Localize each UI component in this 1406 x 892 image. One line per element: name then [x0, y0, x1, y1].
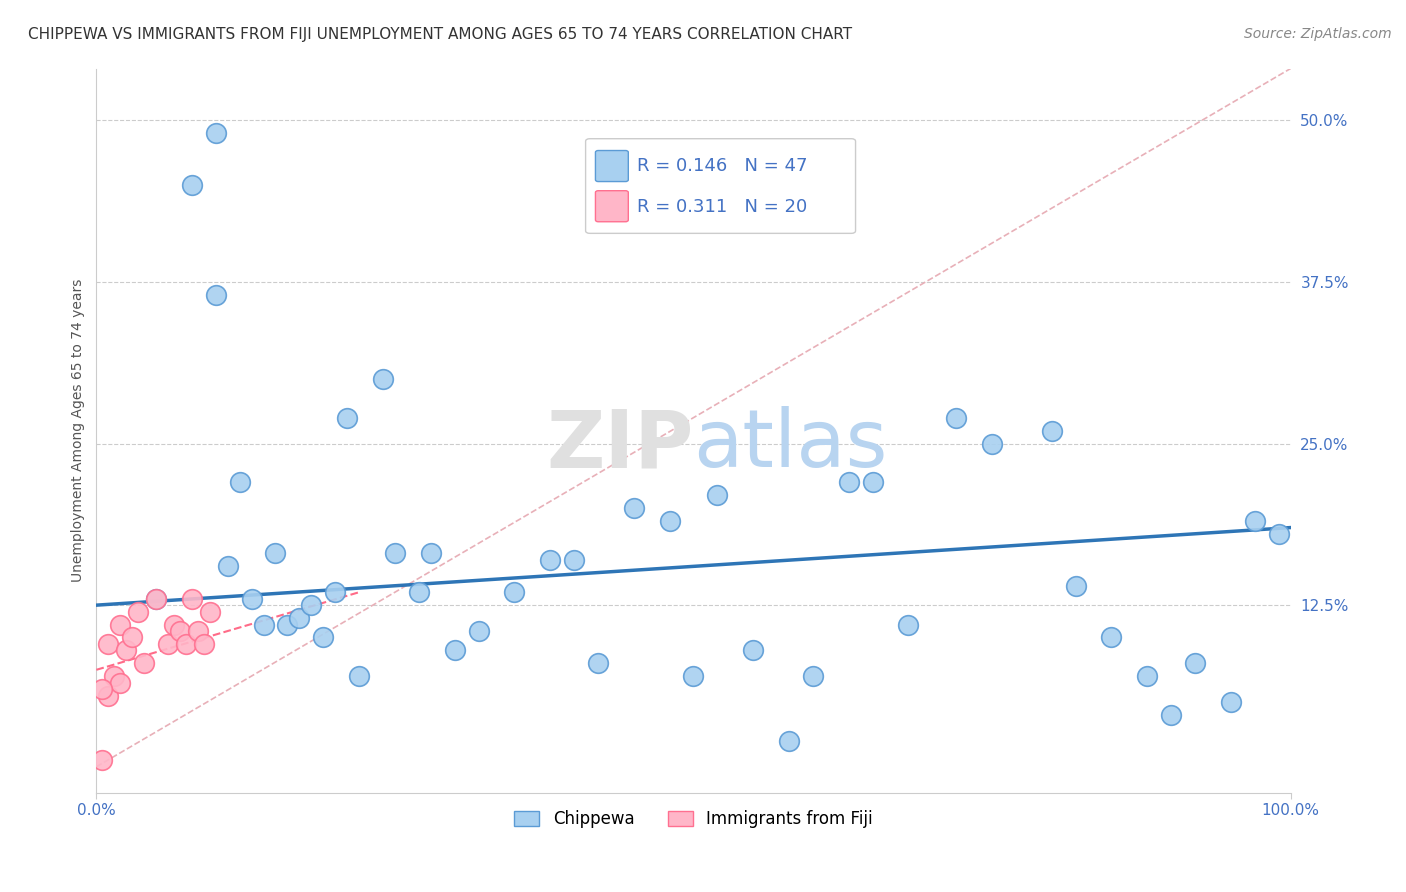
Point — [623, 501, 645, 516]
Point — [1243, 514, 1265, 528]
Point — [801, 669, 824, 683]
Point — [103, 669, 125, 683]
Point — [264, 546, 287, 560]
Point — [145, 591, 167, 606]
Point — [187, 624, 209, 638]
Point — [193, 637, 215, 651]
Point — [323, 585, 346, 599]
Text: ZIP: ZIP — [546, 406, 693, 484]
Point — [163, 617, 186, 632]
Point — [110, 675, 132, 690]
Text: CHIPPEWA VS IMMIGRANTS FROM FIJI UNEMPLOYMENT AMONG AGES 65 TO 74 YEARS CORRELAT: CHIPPEWA VS IMMIGRANTS FROM FIJI UNEMPLO… — [28, 27, 852, 42]
Point — [91, 753, 114, 767]
Text: Source: ZipAtlas.com: Source: ZipAtlas.com — [1244, 27, 1392, 41]
Point — [299, 598, 322, 612]
Point — [336, 410, 359, 425]
Point — [384, 546, 406, 560]
Point — [1136, 669, 1159, 683]
Point — [419, 546, 441, 560]
Point — [682, 669, 704, 683]
Point — [371, 372, 394, 386]
Point — [658, 514, 681, 528]
Point — [443, 643, 465, 657]
Text: R = 0.146   N = 47: R = 0.146 N = 47 — [637, 157, 807, 176]
Point — [156, 637, 179, 651]
Point — [288, 611, 311, 625]
Point — [538, 553, 561, 567]
Point — [562, 553, 585, 567]
Point — [862, 475, 884, 490]
Point — [1267, 527, 1289, 541]
Point — [1219, 695, 1241, 709]
Point — [586, 657, 609, 671]
Point — [217, 559, 239, 574]
Point — [180, 178, 202, 192]
Point — [1040, 424, 1063, 438]
Text: atlas: atlas — [693, 406, 887, 484]
Text: R = 0.311   N = 20: R = 0.311 N = 20 — [637, 197, 807, 216]
Point — [121, 631, 143, 645]
Point — [228, 475, 250, 490]
Point — [174, 637, 197, 651]
Point — [347, 669, 370, 683]
Point — [91, 682, 114, 697]
Point — [503, 585, 526, 599]
Point — [742, 643, 765, 657]
Point — [198, 605, 221, 619]
Point — [110, 617, 132, 632]
Point — [408, 585, 430, 599]
Point — [945, 410, 967, 425]
Point — [115, 643, 138, 657]
Point — [1184, 657, 1206, 671]
Point — [778, 734, 800, 748]
Point — [838, 475, 860, 490]
Point — [134, 657, 156, 671]
Point — [276, 617, 298, 632]
Point — [145, 591, 167, 606]
Point — [1101, 631, 1123, 645]
Point — [897, 617, 920, 632]
Point — [312, 631, 335, 645]
Point — [97, 689, 120, 703]
Point — [180, 591, 202, 606]
Point — [706, 488, 728, 502]
Y-axis label: Unemployment Among Ages 65 to 74 years: Unemployment Among Ages 65 to 74 years — [72, 279, 86, 582]
Point — [204, 288, 226, 302]
Point — [240, 591, 263, 606]
Point — [169, 624, 191, 638]
Point — [252, 617, 274, 632]
Point — [97, 637, 120, 651]
Point — [1064, 579, 1087, 593]
Point — [981, 436, 1004, 450]
Point — [204, 126, 226, 140]
Point — [127, 605, 149, 619]
Point — [1160, 708, 1182, 723]
Point — [467, 624, 489, 638]
Legend: Chippewa, Immigrants from Fiji: Chippewa, Immigrants from Fiji — [508, 804, 879, 835]
